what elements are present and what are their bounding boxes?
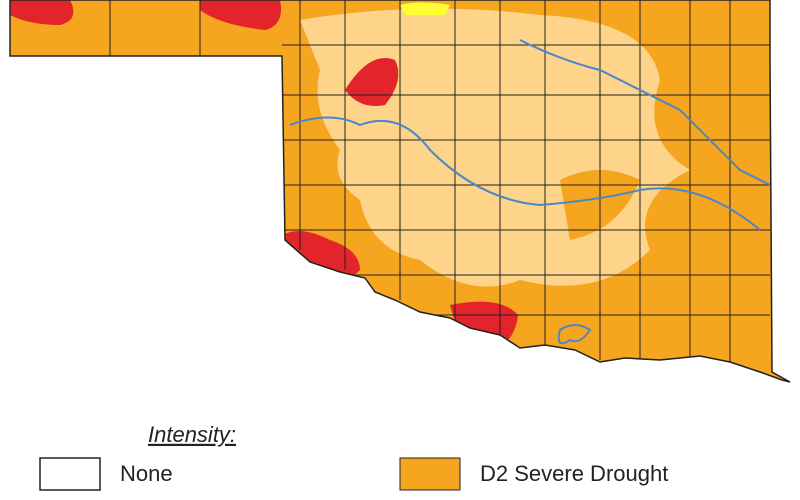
legend-label: D2 Severe Drought [480, 461, 668, 486]
legend-title: Intensity: [148, 422, 236, 447]
legend-swatch [39, 457, 101, 491]
d3-area [450, 301, 518, 355]
d3-area [200, 0, 281, 30]
legend-label: None [120, 461, 173, 486]
rivers [289, 39, 771, 345]
county-lines [109, 0, 770, 370]
d3-area [345, 58, 399, 106]
state-map [10, 0, 790, 382]
d0-area [400, 2, 450, 15]
d3-area [10, 0, 74, 25]
legend-swatch [399, 457, 461, 491]
state-outline [9, 0, 791, 383]
